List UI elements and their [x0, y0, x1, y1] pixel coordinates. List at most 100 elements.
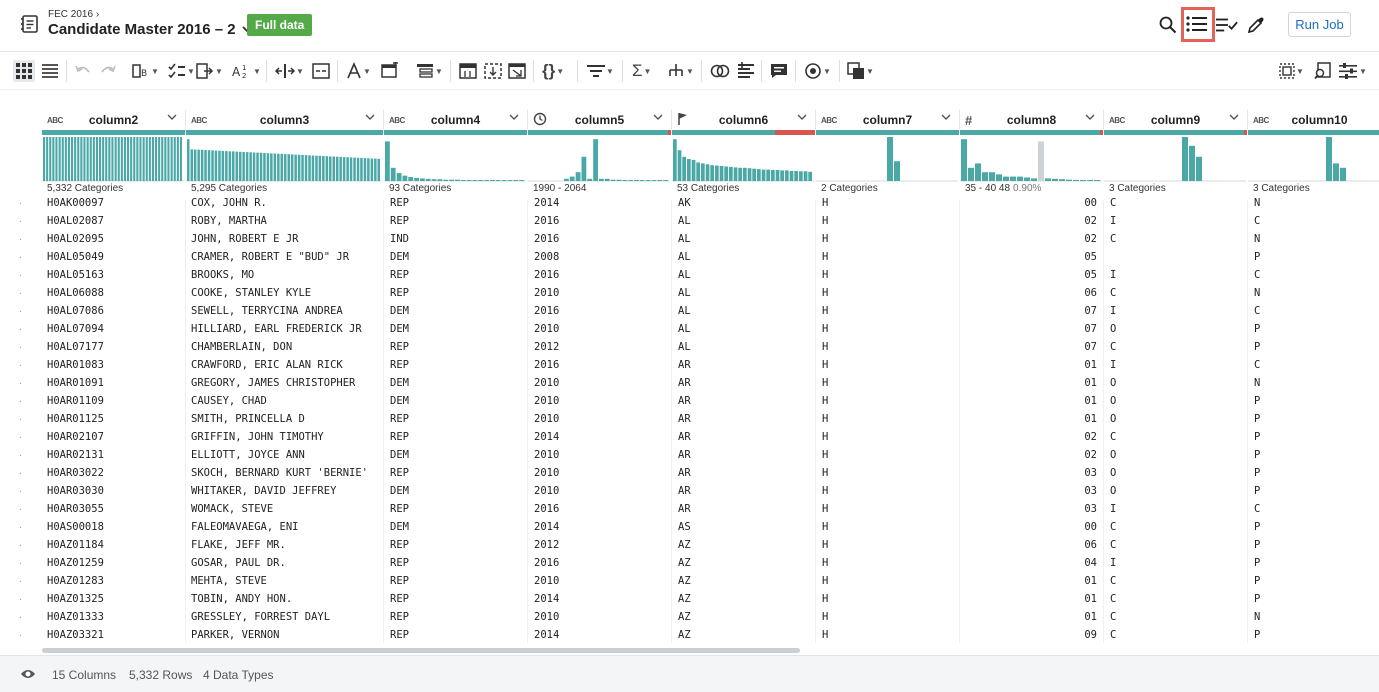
table-cell[interactable]: 07: [1084, 341, 1097, 353]
filter-icon[interactable]: ▼: [587, 60, 614, 82]
column-selector-icon[interactable]: ▼: [1279, 60, 1304, 82]
table-cell[interactable]: AZ: [678, 575, 691, 587]
table-cell[interactable]: DEM: [390, 521, 409, 533]
table-row[interactable]: · H0AK00097 COX, JOHN R. REP 2014 AK H 00 C N: [0, 195, 1379, 213]
table-row[interactable]: · H0AR03055 WOMACK, STEVE REP 2016 AR H 03 I C: [0, 501, 1379, 519]
table-cell[interactable]: 2010: [534, 575, 560, 587]
table-cell[interactable]: COX, JOHN R.: [191, 197, 267, 209]
table-cell[interactable]: 02: [1084, 449, 1097, 461]
table-cell[interactable]: H0AR01109: [47, 395, 104, 407]
column-histogram[interactable]: [42, 136, 184, 182]
table-cell[interactable]: N: [1254, 233, 1261, 245]
table-cell[interactable]: DEM: [390, 305, 409, 317]
table-cell[interactable]: O: [1110, 449, 1117, 461]
list-view-icon[interactable]: [41, 60, 59, 82]
column-header-column7[interactable]: ABC column7: [816, 110, 960, 130]
table-cell[interactable]: AR: [678, 485, 691, 497]
table-cell[interactable]: H0AR03055: [47, 503, 104, 515]
table-cell[interactable]: ROBY, MARTHA: [191, 215, 267, 227]
table-cell[interactable]: C: [1254, 215, 1261, 227]
table-cell[interactable]: REP: [390, 431, 409, 443]
table-cell[interactable]: P: [1254, 413, 1261, 425]
mismatched-segment[interactable]: [668, 130, 671, 135]
table-cell[interactable]: REP: [390, 269, 409, 281]
table-cell[interactable]: FLAKE, JEFF MR.: [191, 539, 286, 551]
table-cell[interactable]: C: [1110, 575, 1117, 587]
table-cell[interactable]: H: [822, 413, 829, 425]
union-icon[interactable]: [737, 60, 755, 82]
table-cell[interactable]: H0AR01125: [47, 413, 104, 425]
redo-icon[interactable]: [99, 60, 117, 82]
table-cell[interactable]: CRAWFORD, ERIC ALAN RICK: [191, 359, 343, 371]
table-cell[interactable]: AR: [678, 377, 691, 389]
data-quality-bar[interactable]: [528, 130, 671, 135]
table-cell[interactable]: 00: [1084, 521, 1097, 533]
table-cell[interactable]: H0AL05049: [47, 251, 104, 263]
table-cell[interactable]: WHITAKER, DAVID JEFFREY: [191, 485, 337, 497]
move-column-icon[interactable]: ▼: [275, 60, 304, 82]
table-cell[interactable]: C: [1110, 197, 1117, 209]
table-cell[interactable]: 2010: [534, 449, 560, 461]
table-cell[interactable]: C: [1110, 233, 1117, 245]
column-histogram[interactable]: [186, 136, 382, 182]
table-cell[interactable]: I: [1110, 215, 1117, 227]
table-cell[interactable]: 2016: [534, 215, 560, 227]
table-cell[interactable]: DEM: [390, 395, 409, 407]
table-row[interactable]: · H0AZ01184 FLAKE, JEFF MR. REP 2012 AZ H 06 C P: [0, 537, 1379, 555]
table-cell[interactable]: P: [1254, 323, 1261, 335]
chevron-down-icon[interactable]: [653, 113, 663, 123]
table-cell[interactable]: AR: [678, 395, 691, 407]
table-cell[interactable]: AL: [678, 341, 691, 353]
duplicate-icon[interactable]: ▼: [847, 60, 874, 82]
table-row[interactable]: · H0AR01125 SMITH, PRINCELLA D REP 2010 AR H 01…: [0, 411, 1379, 429]
table-cell[interactable]: H: [822, 539, 829, 551]
table-cell[interactable]: O: [1110, 485, 1117, 497]
table-cell[interactable]: C: [1110, 593, 1117, 605]
table-cell[interactable]: AL: [678, 215, 691, 227]
data-quality-bar[interactable]: [960, 130, 1103, 135]
table-cell[interactable]: 2010: [534, 485, 560, 497]
table-cell[interactable]: 2010: [534, 395, 560, 407]
column-header-column10[interactable]: ABC column10: [1248, 110, 1379, 130]
table-cell[interactable]: 07: [1084, 305, 1097, 317]
table-cell[interactable]: H: [822, 395, 829, 407]
table-cell[interactable]: REP: [390, 629, 409, 641]
table-cell[interactable]: 01: [1084, 593, 1097, 605]
table-cell[interactable]: DEM: [390, 377, 409, 389]
table-cell[interactable]: REP: [390, 341, 409, 353]
table-cell[interactable]: 2014: [534, 629, 560, 641]
table-cell[interactable]: WOMACK, STEVE: [191, 503, 274, 515]
table-cell[interactable]: DEM: [390, 485, 409, 497]
table-cell[interactable]: 2012: [534, 539, 560, 551]
table-row[interactable]: · H0AR01083 CRAWFORD, ERIC ALAN RICK REP 201…: [0, 357, 1379, 375]
table-cell[interactable]: REP: [390, 503, 409, 515]
table-cell[interactable]: H0AL07177: [47, 341, 104, 353]
chevron-down-icon[interactable]: [1085, 113, 1095, 123]
table-cell[interactable]: H: [822, 629, 829, 641]
table-cell[interactable]: 2016: [534, 305, 560, 317]
table-cell[interactable]: AZ: [678, 593, 691, 605]
table-cell[interactable]: I: [1110, 269, 1117, 281]
table-cell[interactable]: AL: [678, 287, 691, 299]
eyedropper-icon[interactable]: [1245, 14, 1267, 36]
table-cell[interactable]: 2016: [534, 233, 560, 245]
breadcrumb-flow[interactable]: FEC 2016: [48, 9, 94, 20]
table-row[interactable]: · H0AL02087 ROBY, MARTHA REP 2016 AL H 02 I C: [0, 213, 1379, 231]
search-icon[interactable]: [1157, 14, 1179, 36]
table-cell[interactable]: 05: [1084, 251, 1097, 263]
table-cell[interactable]: 01: [1084, 413, 1097, 425]
transpose-icon[interactable]: [508, 60, 526, 82]
table-cell[interactable]: H: [822, 197, 829, 209]
page-title[interactable]: Candidate Master 2016 – 2: [48, 21, 236, 38]
table-cell[interactable]: 03: [1084, 467, 1097, 479]
table-cell[interactable]: H0AZ01325: [47, 593, 104, 605]
table-cell[interactable]: HILLIARD, EARL FREDERICK JR: [191, 323, 362, 335]
table-cell[interactable]: I: [1110, 557, 1117, 569]
column-histogram[interactable]: [1248, 136, 1379, 182]
table-cell[interactable]: H0AL02095: [47, 233, 104, 245]
table-cell[interactable]: C: [1254, 503, 1261, 515]
table-cell[interactable]: ELLIOTT, JOYCE ANN: [191, 449, 305, 461]
table-cell[interactable]: 2014: [534, 593, 560, 605]
chevron-down-icon[interactable]: [167, 113, 177, 123]
table-cell[interactable]: N: [1254, 377, 1261, 389]
